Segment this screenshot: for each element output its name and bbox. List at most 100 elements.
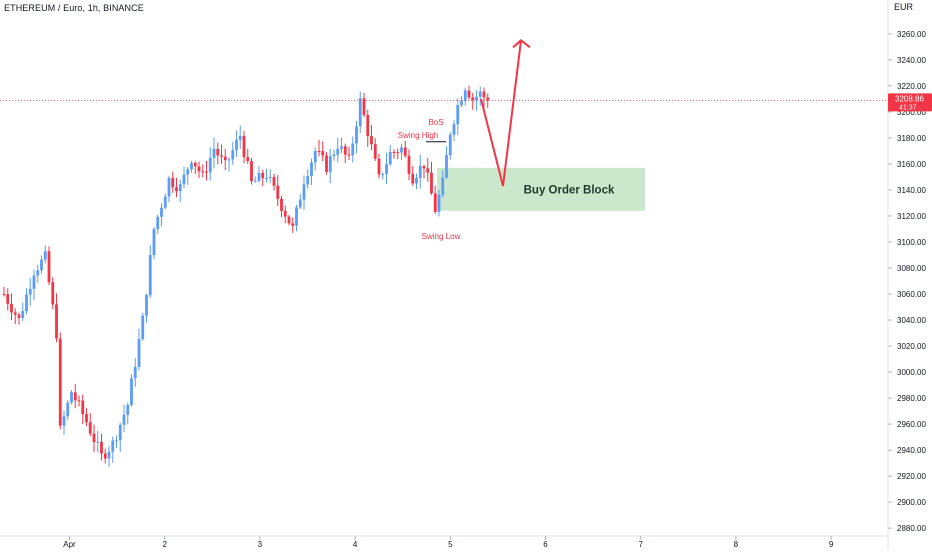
- candle-body: [205, 171, 208, 173]
- price-tick-label: 3180.00: [897, 134, 926, 143]
- projection-path: [480, 40, 522, 187]
- candle-body: [366, 115, 370, 137]
- price-tick-label: 3140.00: [897, 186, 926, 195]
- candle-body: [242, 136, 246, 158]
- time-axis[interactable]: Apr 2 3 4 5 6 7 8 9: [0, 535, 888, 549]
- candle-body: [70, 392, 73, 403]
- candle-body: [411, 173, 415, 184]
- candle-body: [385, 164, 388, 175]
- candle-body: [276, 185, 280, 199]
- candle-body: [478, 91, 482, 97]
- order-block-label: Buy Order Block: [524, 184, 615, 196]
- candle-body: [175, 187, 178, 192]
- price-tick-label: 3240.00: [897, 56, 926, 65]
- candle-body: [343, 146, 347, 155]
- candle-body: [463, 90, 467, 101]
- candle-body: [238, 136, 242, 140]
- candle-body: [141, 315, 145, 340]
- candle-body: [422, 166, 426, 169]
- candle-body: [28, 288, 32, 295]
- price-tick-label: 3080.00: [897, 264, 926, 273]
- price-tick-label: 3100.00: [897, 238, 926, 247]
- price-tick-label: 3000.00: [897, 368, 926, 377]
- price-tick-label: 3040.00: [897, 316, 926, 325]
- candle-body: [373, 144, 377, 159]
- candle-body: [460, 100, 463, 105]
- candle-body: [212, 148, 216, 158]
- time-tick-label: 7: [638, 540, 643, 549]
- candle-body: [355, 126, 358, 144]
- candle-body: [163, 196, 167, 208]
- candle-body: [55, 304, 58, 339]
- price-tick-label: 2980.00: [897, 394, 926, 403]
- order-block-zone[interactable]: [437, 167, 645, 211]
- price-tick-label: 3020.00: [897, 342, 926, 351]
- candle-body: [182, 174, 186, 185]
- candle-body: [295, 207, 298, 226]
- candle-body: [407, 155, 411, 174]
- candle-body: [340, 146, 343, 149]
- candle-body: [21, 311, 25, 318]
- candle-body: [336, 148, 340, 155]
- candle-body: [418, 166, 422, 178]
- candle-body: [268, 176, 272, 178]
- candle-body: [351, 143, 355, 156]
- candle-body: [313, 151, 317, 163]
- candle-body: [40, 259, 43, 271]
- candle-body: [306, 176, 310, 185]
- candle-body: [10, 303, 13, 313]
- candle-body: [201, 171, 205, 173]
- candle-body: [325, 155, 328, 172]
- candle-body: [328, 156, 332, 172]
- candle-body: [475, 96, 478, 101]
- price-tick-label: 3120.00: [897, 212, 926, 221]
- candle-body: [156, 216, 160, 230]
- last-price-tag[interactable]: [888, 93, 932, 112]
- time-tick-label: 3: [258, 540, 263, 549]
- candle-body: [17, 314, 21, 318]
- candle-body: [280, 198, 283, 211]
- candle-body: [81, 400, 85, 415]
- last-price-value: 3208.86: [895, 94, 924, 103]
- candle-body: [332, 154, 336, 157]
- candle-body: [430, 172, 433, 194]
- candle-body: [400, 147, 403, 153]
- candle-body: [235, 139, 238, 151]
- candle-body: [32, 275, 36, 289]
- candle-body: [396, 152, 400, 154]
- candle-body: [253, 180, 257, 182]
- candle-body: [272, 176, 276, 186]
- candle-body: [167, 177, 171, 197]
- candle-body: [148, 255, 152, 296]
- order-block-layer[interactable]: Buy Order Block: [437, 167, 645, 211]
- candle-body: [160, 207, 163, 217]
- price-tick-label: 2920.00: [897, 472, 926, 481]
- annotations-layer[interactable]: BoS Swing High Swing Low: [0, 39, 888, 241]
- currency-label[interactable]: EUR: [894, 2, 914, 12]
- time-tick-label: 4: [353, 540, 358, 549]
- candle-body: [58, 338, 62, 426]
- candle-body: [321, 151, 325, 156]
- price-tick-label: 3160.00: [897, 160, 926, 169]
- candle-body: [486, 97, 490, 101]
- candle-body: [152, 229, 156, 256]
- candle-body: [115, 440, 118, 442]
- candle-body: [186, 169, 190, 175]
- candle-body: [43, 251, 47, 260]
- time-tick-label: 9: [829, 540, 834, 549]
- candle-body: [171, 177, 175, 188]
- candle-body: [250, 161, 253, 182]
- candle-body: [392, 152, 396, 154]
- candle-body: [482, 91, 486, 98]
- price-axis[interactable]: 2880.00 2900.00 2920.00 2940.00 2960.00 2980.…: [887, 0, 932, 550]
- candle-body: [310, 162, 313, 177]
- candle-body: [298, 199, 302, 208]
- candle-body: [220, 155, 223, 157]
- price-tick-label: 2880.00: [897, 524, 926, 533]
- candle-body: [62, 416, 66, 426]
- candle-body: [25, 294, 28, 312]
- time-tick-label: 8: [734, 540, 739, 549]
- bos-label: BoS: [428, 118, 443, 127]
- candle-body: [433, 193, 437, 212]
